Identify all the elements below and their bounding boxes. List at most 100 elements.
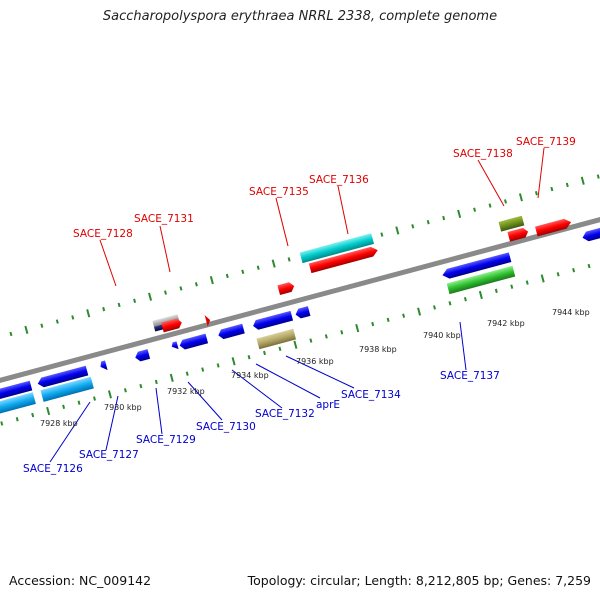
tick-mark: [340, 330, 344, 335]
tick-mark: [154, 379, 158, 385]
tick-mark: [209, 276, 214, 285]
gene-label[interactable]: SACE_7135: [249, 186, 309, 198]
gene-label[interactable]: SACE_7130: [196, 421, 256, 433]
tick-mark: [488, 203, 492, 208]
tick-mark: [386, 317, 390, 323]
tick-mark: [256, 265, 260, 270]
tick-mark: [31, 412, 35, 418]
tick-mark: [473, 207, 477, 212]
gene-sace-7127-blue[interactable]: [36, 365, 89, 389]
gene-sace-7132[interactable]: [252, 310, 294, 331]
tick-mark: [309, 338, 313, 343]
tick-mark: [518, 193, 523, 202]
gene-sace-7127[interactable]: [40, 376, 94, 402]
gene-label[interactable]: SACE_7129: [136, 434, 196, 446]
tick-mark: [417, 307, 422, 316]
gene-label[interactable]: SACE_7136: [309, 174, 369, 186]
gene-label[interactable]: SACE_7127: [79, 449, 139, 461]
gene-small-a[interactable]: [99, 360, 108, 372]
gene-sace-7129[interactable]: [171, 341, 179, 350]
tick-mark: [380, 232, 384, 237]
kbp-label: 7940 kbp: [423, 331, 461, 340]
tick-mark: [179, 286, 183, 291]
tick-mark: [24, 325, 29, 334]
tick-mark: [139, 383, 143, 389]
tick-mark: [287, 257, 291, 262]
tick-mark: [169, 373, 174, 382]
kbp-labels: 7928 kbp 7930 kbp 7932 kbp 7934 kbp 7936…: [40, 308, 590, 428]
tick-mark: [433, 305, 436, 310]
gene-sace-7135[interactable]: [277, 281, 295, 295]
tick-mark: [587, 263, 591, 269]
gene-small-b[interactable]: [134, 349, 151, 362]
tick-mark: [534, 190, 538, 196]
kbp-label: 7934 kbp: [231, 371, 269, 380]
tick-mark: [164, 290, 167, 295]
tick-mark: [565, 182, 569, 188]
tick-mark: [494, 288, 498, 294]
gene-sace-7129b[interactable]: [178, 333, 209, 351]
tick-mark: [550, 186, 554, 192]
tick-mark: [278, 346, 282, 352]
gene-apre[interactable]: [256, 328, 297, 350]
tick-mark: [411, 224, 415, 229]
gene-label[interactable]: SACE_7128: [73, 228, 133, 240]
kbp-label: 7928 kbp: [40, 419, 78, 428]
tick-mark: [247, 354, 251, 360]
tick-mark: [55, 319, 59, 324]
tick-mark: [293, 340, 298, 349]
kbp-label: 7944 kbp: [552, 308, 590, 317]
forward-gene-labels: SACE_7128 SACE_7131 SACE_7135 SACE_7136 …: [73, 136, 576, 240]
tick-mark: [448, 301, 452, 306]
tick-mark: [540, 274, 545, 283]
tick-mark: [216, 363, 220, 368]
gene-sace-7137[interactable]: [441, 252, 512, 280]
gene-sace-7130[interactable]: [217, 323, 245, 340]
gene-sace-7139[interactable]: [535, 217, 572, 237]
gene-sace-7131[interactable]: [204, 314, 212, 327]
gene-sace-7128[interactable]: [152, 314, 180, 327]
gene-label[interactable]: SACE_7126: [23, 463, 83, 475]
tick-mark: [463, 296, 467, 302]
tick-mark: [355, 324, 360, 333]
tick-mark: [40, 323, 44, 328]
tick-mark: [225, 273, 229, 279]
gene-label[interactable]: SACE_7139: [516, 136, 576, 148]
tick-mark: [71, 315, 75, 320]
tick-mark: [324, 334, 328, 339]
gene-sace-7136[interactable]: [308, 245, 379, 274]
gene-sace-7138[interactable]: [498, 215, 525, 232]
gene-edge-blue[interactable]: [581, 222, 600, 242]
tick-mark: [442, 215, 446, 221]
tick-mark: [426, 219, 430, 225]
tick-mark: [9, 331, 13, 337]
gene-label[interactable]: SACE_7132: [255, 408, 315, 420]
tick-mark: [93, 396, 96, 401]
gene-label[interactable]: SACE_7137: [440, 370, 500, 382]
tick-mark: [107, 390, 112, 399]
tick-mark: [201, 367, 205, 372]
tick-mark: [15, 417, 19, 422]
tick-mark: [402, 313, 406, 318]
tick-mark: [457, 209, 462, 219]
gene-label[interactable]: SACE_7134: [341, 389, 401, 401]
tick-mark: [241, 269, 245, 275]
tick-mark: [504, 199, 507, 204]
gene-label[interactable]: SACE_7131: [134, 213, 194, 225]
tick-mark: [0, 421, 4, 426]
tick-mark: [263, 350, 266, 356]
gene-label[interactable]: SACE_7138: [453, 148, 513, 160]
gene-label[interactable]: aprE: [316, 399, 340, 411]
gene-sace-7137-green[interactable]: [446, 265, 516, 295]
kbp-label: 7936 kbp: [296, 357, 334, 366]
gene-sace-7126[interactable]: [0, 392, 36, 416]
gene-sace-7136-cyan[interactable]: [299, 233, 375, 264]
tick-mark: [231, 357, 236, 366]
leader-lines: [49, 147, 545, 463]
gene-red-b[interactable]: [507, 227, 529, 242]
gene-red-a[interactable]: [161, 318, 183, 333]
reverse-gene-labels: SACE_7126 SACE_7127 SACE_7129 SACE_7130 …: [23, 370, 500, 475]
tick-mark: [271, 259, 276, 268]
gene-sace-7126-blue[interactable]: [0, 380, 33, 402]
gene-sace-7134[interactable]: [294, 306, 311, 319]
